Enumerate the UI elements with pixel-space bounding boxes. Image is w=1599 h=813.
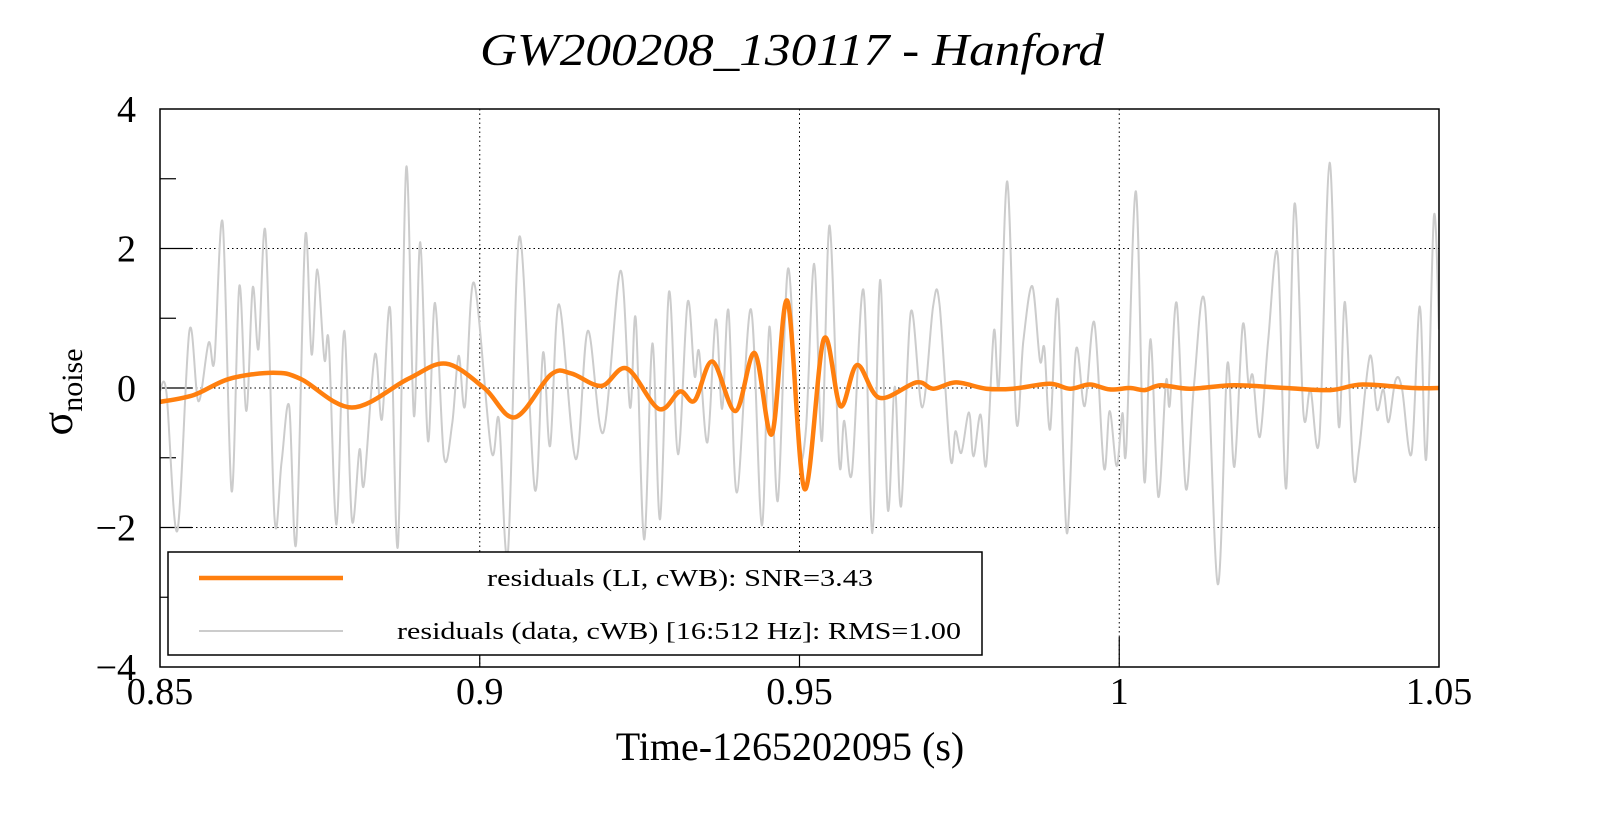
legend: residuals (LI, cWB): SNR=3.43 residuals …: [167, 551, 983, 656]
chart-title: GW200208_130117 - Hanford: [480, 24, 1105, 75]
x-tick-labels: 0.85 0.9 0.95 1 1.05: [127, 671, 1473, 713]
x-tick-label: 0.9: [456, 671, 504, 713]
legend-label-data: residuals (data, cWB) [16:512 Hz]: RMS=1…: [397, 619, 961, 645]
plot-area: [160, 161, 1439, 586]
y-tick-labels: 4 2 0 −2 −4: [96, 89, 136, 689]
y-tick-label: −2: [96, 508, 136, 550]
legend-box: [167, 551, 983, 656]
y-axis-label-subscript: noise: [56, 348, 89, 411]
y-tick-label: 2: [117, 229, 136, 271]
series-li-residuals-line: [160, 298, 1439, 492]
series-data-residuals-line: [160, 161, 1439, 586]
y-tick-label: 0: [117, 368, 136, 410]
y-axis-label-symbol: σ: [33, 412, 82, 436]
x-tick-label: 1: [1110, 671, 1129, 713]
plot-frame: [159, 108, 1440, 668]
x-tick-label: 1.05: [1406, 671, 1473, 713]
x-tick-label: 0.85: [127, 671, 194, 713]
x-axis-label: Time-1265202095 (s): [616, 724, 965, 769]
legend-label-li: residuals (LI, cWB): SNR=3.43: [487, 566, 873, 592]
y-tick-label: −4: [96, 647, 136, 689]
y-axis-label: σnoise: [33, 348, 89, 435]
x-tick-label: 0.95: [766, 671, 833, 713]
y-tick-label: 4: [117, 89, 136, 131]
